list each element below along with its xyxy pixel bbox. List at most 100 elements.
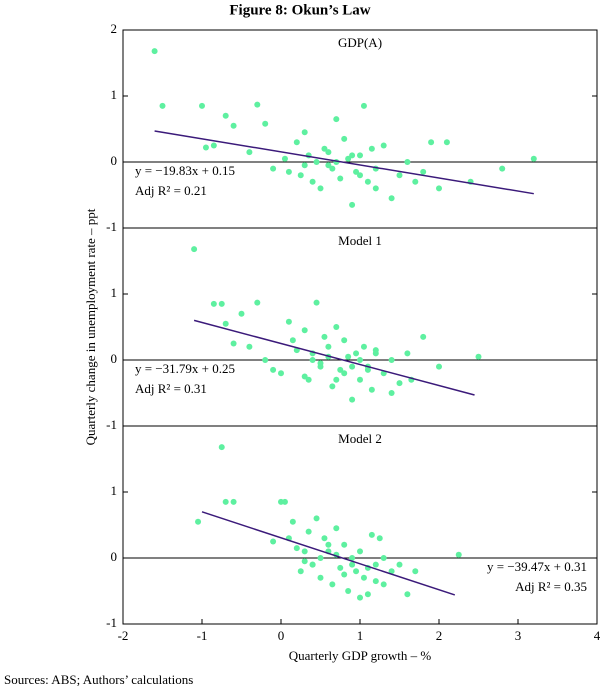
scatter-point xyxy=(333,525,340,532)
scatter-point xyxy=(262,357,269,363)
scatter-point xyxy=(222,498,229,505)
y-axis-label: Quarterly change in unemployment rate – … xyxy=(83,208,98,445)
scatter-point xyxy=(396,172,403,179)
scatter-point xyxy=(281,498,288,505)
scatter-point xyxy=(230,122,237,129)
scatter-point xyxy=(357,594,363,601)
plot-frame xyxy=(122,425,598,625)
scatter-point xyxy=(353,168,360,175)
scatter-point xyxy=(321,145,328,152)
scatter-point xyxy=(313,159,320,165)
scatter-point xyxy=(317,555,324,561)
scatter-point xyxy=(376,535,383,542)
scatter-point xyxy=(333,324,340,330)
scatter-point xyxy=(218,444,225,451)
scatter-point xyxy=(305,376,312,383)
scatter-point xyxy=(341,571,348,578)
scatter-point xyxy=(254,101,261,108)
scatter-point xyxy=(349,201,356,208)
scatter-point xyxy=(372,185,379,192)
scatter-point xyxy=(222,320,229,327)
annotation: y = −39.47x + 0.31 xyxy=(487,559,587,574)
annotation: Adj R² = 0.31 xyxy=(135,381,207,396)
scatter-point xyxy=(443,139,450,146)
scatter-point xyxy=(329,581,336,588)
scatter-point xyxy=(210,142,217,149)
chart-title: Figure 8: Okun’s Law xyxy=(229,2,370,18)
y-tick-label: -1 xyxy=(106,417,117,432)
scatter-point xyxy=(285,168,292,175)
scatter-point xyxy=(455,551,462,558)
scatter-point xyxy=(372,561,379,568)
scatter-point xyxy=(436,185,442,192)
scatter-point xyxy=(289,337,296,344)
scatter-point xyxy=(380,581,387,588)
scatter-point xyxy=(270,538,277,545)
scatter-point xyxy=(380,142,387,149)
scatter-point xyxy=(345,155,352,162)
scatter-point xyxy=(530,155,537,162)
scatter-point xyxy=(341,541,348,548)
scatter-point xyxy=(360,574,367,581)
scatter-point xyxy=(364,591,371,598)
scatter-point xyxy=(337,366,344,373)
x-tick-label: 0 xyxy=(278,628,285,643)
scatter-point xyxy=(270,165,277,172)
scatter-point xyxy=(357,548,363,555)
y-tick-label: -1 xyxy=(106,219,117,234)
scatter-point xyxy=(301,162,308,169)
fit-line xyxy=(154,130,534,195)
scatter-point xyxy=(372,578,379,585)
annotation: y = −31.79x + 0.25 xyxy=(135,361,235,376)
scatter-point xyxy=(321,535,328,542)
scatter-point xyxy=(325,541,332,548)
scatter-point xyxy=(246,343,253,350)
scatter-point xyxy=(404,591,411,598)
scatter-point xyxy=(289,518,296,525)
y-tick-label: 0 xyxy=(111,153,118,168)
scatter-point xyxy=(349,555,356,561)
scatter-point xyxy=(364,366,371,373)
scatter-point xyxy=(364,178,371,185)
scatter-point xyxy=(345,353,352,360)
scatter-point xyxy=(337,175,344,182)
scatter-point xyxy=(199,102,205,109)
scatter-point xyxy=(349,152,356,159)
scatter-point xyxy=(230,340,237,347)
scatter-point xyxy=(353,568,360,575)
source-note: Sources: ABS; Authors’ calculations xyxy=(4,672,193,687)
scatter-point xyxy=(151,48,158,55)
y-tick-label: 1 xyxy=(111,285,118,300)
scatter-point xyxy=(341,135,348,142)
plot-frame xyxy=(122,227,598,427)
x-axis-label: Quarterly GDP growth – % xyxy=(289,648,432,663)
scatter-point xyxy=(321,333,328,340)
scatter-point xyxy=(396,380,403,387)
scatter-point xyxy=(301,373,308,380)
scatter-point xyxy=(297,568,304,575)
scatter-point xyxy=(380,555,387,561)
y-tick-label: 1 xyxy=(111,483,118,498)
scatter-point xyxy=(254,299,261,306)
scatter-point xyxy=(420,333,427,340)
scatter-point xyxy=(368,145,375,152)
scatter-point xyxy=(388,357,395,363)
scatter-point xyxy=(345,588,352,594)
fit-line xyxy=(193,319,475,396)
scatter-point xyxy=(309,561,316,568)
scatter-point xyxy=(360,343,367,350)
scatter-point xyxy=(222,112,229,119)
scatter-point xyxy=(412,178,419,185)
scatter-point xyxy=(281,155,288,162)
scatter-point xyxy=(329,383,336,390)
scatter-point xyxy=(360,102,367,109)
scatter-point xyxy=(333,376,340,383)
scatter-point xyxy=(191,246,198,253)
scatter-point xyxy=(372,347,379,354)
annotation: Adj R² = 0.21 xyxy=(135,183,207,198)
scatter-point xyxy=(475,353,482,360)
scatter-point xyxy=(317,574,324,581)
scatter-point xyxy=(388,568,395,575)
annotation: Adj R² = 0.35 xyxy=(515,579,587,594)
